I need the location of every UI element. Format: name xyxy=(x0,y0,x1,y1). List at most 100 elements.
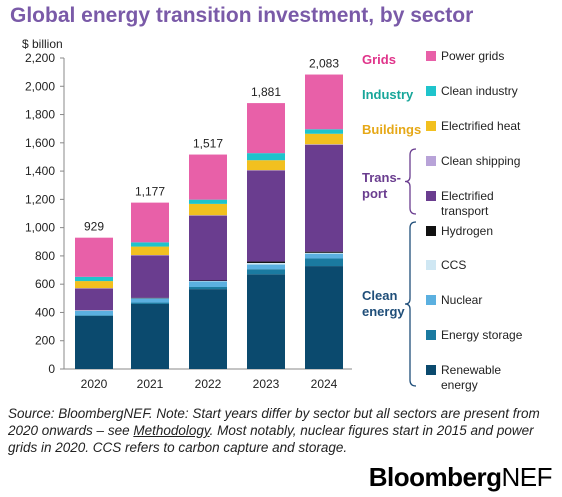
bar-segment-electrified-transport-2020 xyxy=(75,288,113,311)
stacked-bar-chart: $ billion 0 200 400 600 800 1,000 1,200 1,400 1,6… xyxy=(22,37,523,392)
bar-segment-electrified-transport-2024 xyxy=(305,144,343,252)
bar-segment-power-grids-2022 xyxy=(189,154,227,200)
y-axis-label: $ billion xyxy=(22,37,63,51)
legend-label-renewable-energy-line2: energy xyxy=(441,378,478,392)
x-tick-label-2021: 2021 xyxy=(137,377,164,391)
bar-segment-electrified-heat-2024 xyxy=(305,133,343,145)
bar-segment-nuclear-2021 xyxy=(131,298,169,303)
bar-segment-nuclear-2024 xyxy=(305,253,343,259)
bar-segment-clean-shipping-2020 xyxy=(75,288,113,289)
bar-segment-electrified-heat-2022 xyxy=(189,203,227,216)
bar-segment-ccs-2023 xyxy=(247,262,285,265)
bar-segment-electrified-heat-2023 xyxy=(247,160,285,171)
y-tick-label: 1,800 xyxy=(25,108,55,122)
bar-segment-clean-shipping-2022 xyxy=(189,215,227,216)
bar-segment-energy-storage-2022 xyxy=(189,287,227,290)
legend-swatch-power-grids xyxy=(426,51,436,61)
legend-label-renewable-energy: Renewable xyxy=(441,363,501,377)
legend-swatch-nuclear xyxy=(426,295,436,305)
bar-segment-nuclear-2020 xyxy=(75,310,113,316)
bar-segment-renewable-energy-2020 xyxy=(75,315,113,369)
group-label-trans-port-line2: port xyxy=(362,186,388,201)
bar-segment-hydrogen-2022 xyxy=(189,280,227,282)
bar-segment-renewable-energy-2022 xyxy=(189,289,227,369)
y-tick-label: 2,000 xyxy=(25,79,55,93)
bar-segment-renewable-energy-2021 xyxy=(131,303,169,369)
legend-swatch-energy-storage xyxy=(426,330,436,340)
group-label-industry: Industry xyxy=(362,87,414,102)
bloombergnef-logo: BloombergNEF xyxy=(368,462,553,493)
group-label-clean-energy: Clean xyxy=(362,288,397,303)
y-tick-label: 800 xyxy=(35,249,55,263)
bar-segment-clean-industry-2023 xyxy=(247,153,285,161)
chart-title: Global energy transition investment, by … xyxy=(10,4,474,27)
x-tick-label-2024: 2024 xyxy=(311,377,338,391)
group-label-buildings: Buildings xyxy=(362,122,421,137)
brand-light: NEF xyxy=(501,462,553,492)
bar-segment-clean-shipping-2021 xyxy=(131,255,169,256)
legend-label-electrified-transport-line2: transport xyxy=(441,204,489,218)
bar-segment-hydrogen-2021 xyxy=(131,297,169,299)
bar-segment-nuclear-2023 xyxy=(247,264,285,270)
y-tick-label: 600 xyxy=(35,277,55,291)
bar-segment-energy-storage-2024 xyxy=(305,258,343,267)
x-tick-label-2023: 2023 xyxy=(253,377,280,391)
y-tick-label: 2,200 xyxy=(25,51,55,65)
brand-bold: Bloomberg xyxy=(368,462,502,492)
x-tick-label-2022: 2022 xyxy=(195,377,222,391)
group-label-trans-port: Trans- xyxy=(362,170,401,185)
y-tick-label: 200 xyxy=(35,334,55,348)
legend-label-clean-industry: Clean industry xyxy=(441,84,518,98)
legend-swatch-electrified-transport xyxy=(426,191,436,201)
methodology-link[interactable]: Methodology xyxy=(133,423,210,438)
total-label-2024: 2,083 xyxy=(309,57,339,71)
total-label-2023: 1,881 xyxy=(251,85,281,99)
bar-segment-power-grids-2023 xyxy=(247,103,285,154)
bar-segment-renewable-energy-2024 xyxy=(305,266,343,369)
total-label-2020: 929 xyxy=(84,220,104,234)
legend-label-clean-shipping: Clean shipping xyxy=(441,154,520,168)
legend-label-ccs: CCS xyxy=(441,258,466,272)
source-note: Source: BloombergNEF. Note: Start years … xyxy=(8,405,556,456)
bar-segment-clean-shipping-2024 xyxy=(305,144,343,145)
bar-segment-electrified-heat-2020 xyxy=(75,281,113,289)
bar-segment-ccs-2024 xyxy=(305,252,343,254)
brace-transport xyxy=(404,148,417,215)
bar-segment-nuclear-2022 xyxy=(189,281,227,288)
brace-clean-energy xyxy=(404,221,417,387)
legend-label-energy-storage: Energy storage xyxy=(441,328,523,342)
source-note-suffix: . Most notably, nuclear figures start in… xyxy=(8,423,534,455)
bar-segment-hydrogen-2024 xyxy=(305,251,343,253)
y-tick-label: 1,200 xyxy=(25,192,55,206)
bar-segment-energy-storage-2020 xyxy=(75,315,113,316)
legend-swatch-hydrogen xyxy=(426,226,436,236)
bar-segment-electrified-heat-2021 xyxy=(131,246,169,256)
legend-label-hydrogen: Hydrogen xyxy=(441,224,493,238)
bar-segment-power-grids-2020 xyxy=(75,237,113,277)
group-label-grids: Grids xyxy=(362,52,396,67)
bar-segment-electrified-transport-2023 xyxy=(247,170,285,262)
x-tick-label-2020: 2020 xyxy=(81,377,108,391)
y-tick-label: 1,600 xyxy=(25,136,55,150)
legend-label-nuclear: Nuclear xyxy=(441,293,482,307)
bar-segment-renewable-energy-2023 xyxy=(247,274,285,369)
bar-segment-clean-industry-2020 xyxy=(75,276,113,282)
bar-segment-power-grids-2024 xyxy=(305,74,343,130)
group-label-clean-energy-line2: energy xyxy=(362,304,405,319)
bar-segment-clean-industry-2022 xyxy=(189,199,227,204)
bar-segment-clean-shipping-2023 xyxy=(247,170,285,171)
bar-segment-electrified-transport-2021 xyxy=(131,255,169,298)
bar-segment-energy-storage-2021 xyxy=(131,302,169,304)
y-tick-label: 0 xyxy=(48,362,55,376)
legend-swatch-ccs xyxy=(426,260,436,270)
bar-segment-ccs-2020 xyxy=(75,310,113,311)
y-tick-label: 400 xyxy=(35,305,55,319)
bar-segment-energy-storage-2023 xyxy=(247,269,285,275)
bar-segment-clean-industry-2024 xyxy=(305,129,343,134)
legend-swatch-clean-industry xyxy=(426,86,436,96)
source-note-prefix: Source: BloombergNEF. Note: Start years … xyxy=(8,406,540,438)
legend-swatch-clean-shipping xyxy=(426,156,436,166)
total-label-2022: 1,517 xyxy=(193,137,223,151)
total-label-2021: 1,177 xyxy=(135,185,165,199)
bar-segment-hydrogen-2023 xyxy=(247,261,285,263)
